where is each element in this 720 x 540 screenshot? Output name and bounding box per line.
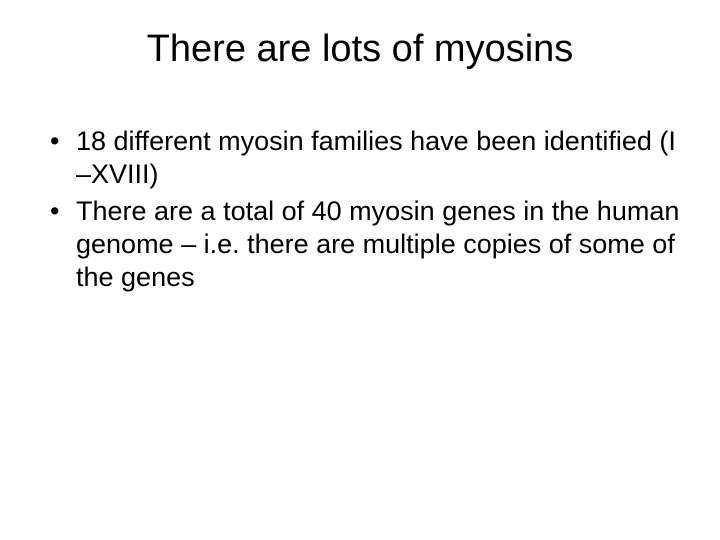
bullet-list: 18 different myosin families have been i…	[40, 125, 680, 294]
slide-title: There are lots of myosins	[40, 28, 680, 71]
bullet-item: 18 different myosin families have been i…	[48, 125, 680, 191]
bullet-item: There are a total of 40 myosin genes in …	[48, 195, 680, 294]
